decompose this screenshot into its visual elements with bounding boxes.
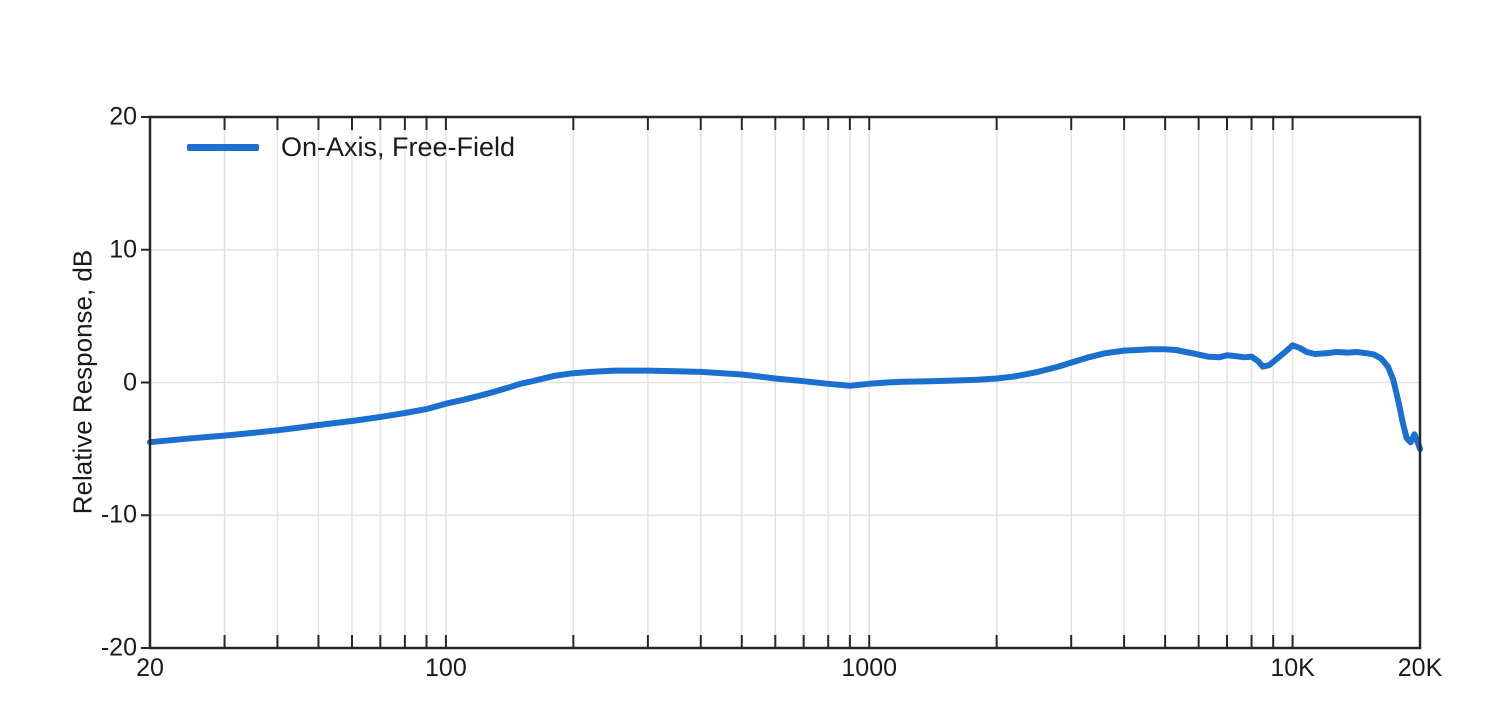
- y-axis-label: Relative Response, dB: [67, 249, 98, 515]
- legend-line-swatch: [187, 144, 259, 151]
- x-tick-label: 100: [425, 654, 467, 682]
- x-tick-label: 20K: [1397, 654, 1443, 682]
- frequency-response-curve: [147, 342, 1423, 452]
- legend: On-Axis, Free-Field: [187, 132, 515, 163]
- x-tick-label: 20: [136, 654, 164, 682]
- y-tick-label: 20: [109, 102, 137, 131]
- y-tick-label: -20: [100, 633, 137, 662]
- legend-label: On-Axis, Free-Field: [281, 132, 516, 162]
- x-tick-label: 1000: [841, 654, 898, 682]
- x-tick-label: 10K: [1270, 654, 1315, 682]
- y-tick-label: 0: [123, 368, 137, 396]
- y-tick-label: 10: [109, 235, 137, 264]
- y-tick-label: -10: [100, 500, 137, 529]
